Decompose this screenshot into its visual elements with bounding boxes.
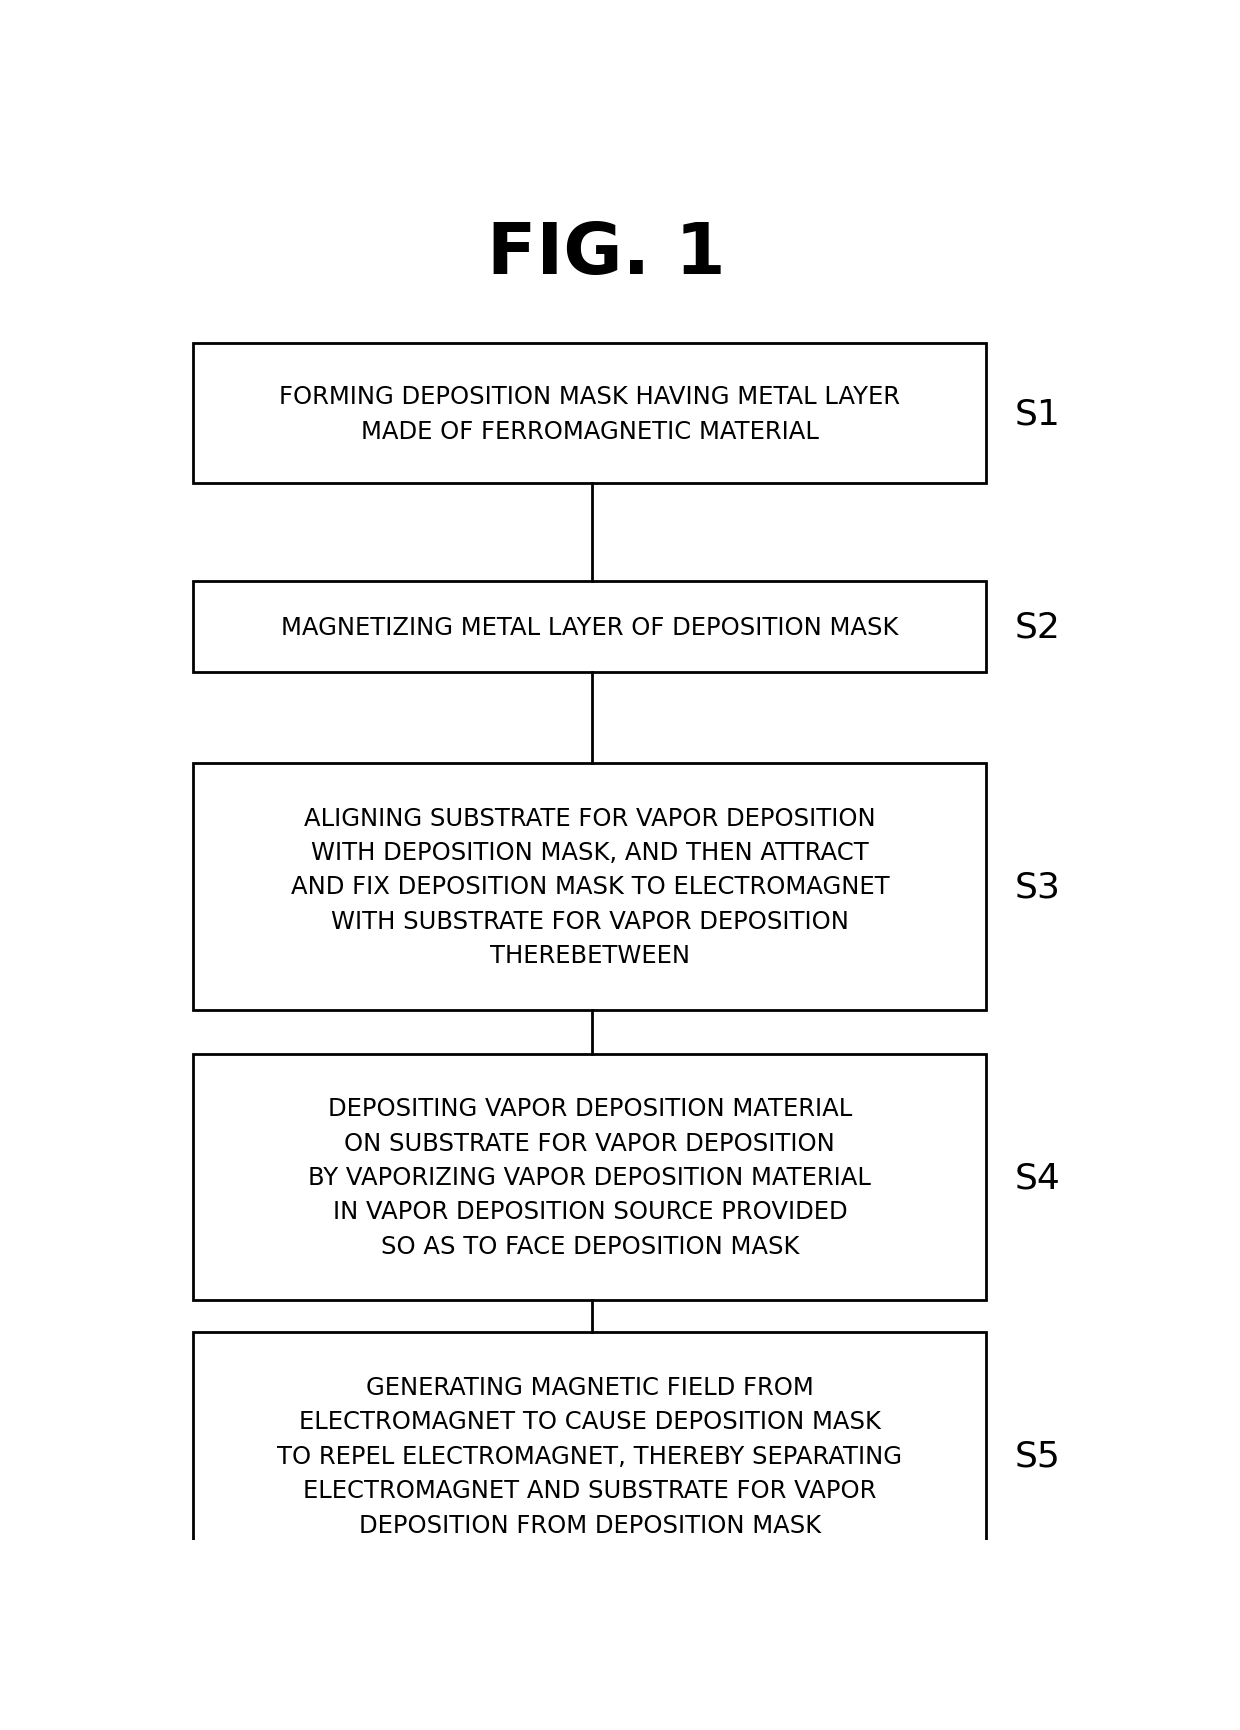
Text: S2: S2 (1016, 611, 1061, 644)
Text: FORMING DEPOSITION MASK HAVING METAL LAYER
MADE OF FERROMAGNETIC MATERIAL: FORMING DEPOSITION MASK HAVING METAL LAY… (279, 384, 900, 443)
Text: S1: S1 (1016, 398, 1061, 431)
Text: ALIGNING SUBSTRATE FOR VAPOR DEPOSITION
WITH DEPOSITION MASK, AND THEN ATTRACT
A: ALIGNING SUBSTRATE FOR VAPOR DEPOSITION … (290, 806, 889, 967)
Bar (193, 763, 986, 1010)
Text: GENERATING MAGNETIC FIELD FROM
ELECTROMAGNET TO CAUSE DEPOSITION MASK
TO REPEL E: GENERATING MAGNETIC FIELD FROM ELECTROMA… (278, 1375, 903, 1536)
Text: S4: S4 (1016, 1161, 1061, 1194)
Text: S5: S5 (1016, 1439, 1061, 1472)
Text: FIG. 1: FIG. 1 (487, 220, 725, 289)
Text: S3: S3 (1016, 870, 1061, 905)
Bar (193, 1332, 986, 1579)
Bar (193, 581, 986, 673)
Bar (193, 1054, 986, 1301)
Text: DEPOSITING VAPOR DEPOSITION MATERIAL
ON SUBSTRATE FOR VAPOR DEPOSITION
BY VAPORI: DEPOSITING VAPOR DEPOSITION MATERIAL ON … (309, 1097, 872, 1258)
Bar (193, 344, 986, 484)
Text: MAGNETIZING METAL LAYER OF DEPOSITION MASK: MAGNETIZING METAL LAYER OF DEPOSITION MA… (281, 616, 899, 638)
